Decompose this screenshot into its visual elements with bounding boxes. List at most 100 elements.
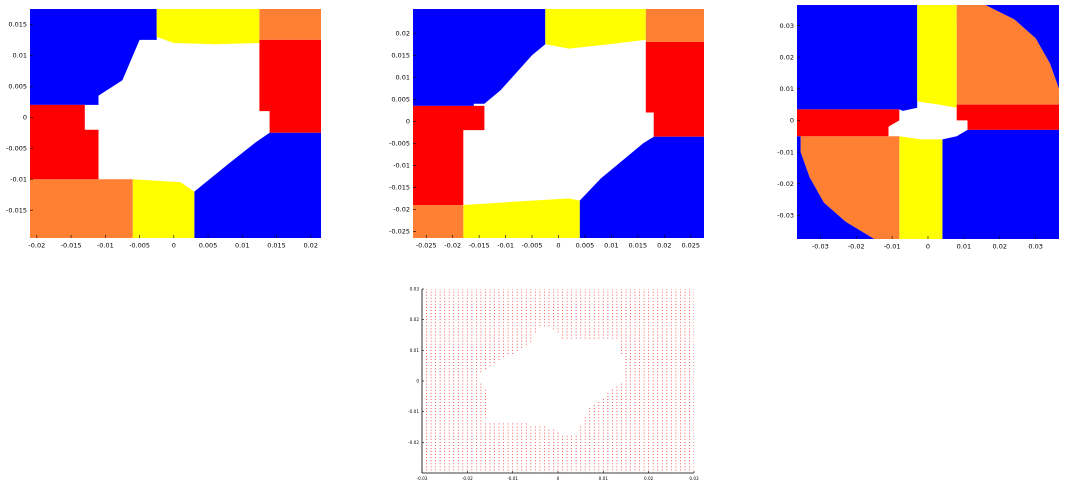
scatter-point-1007 — [498, 359, 500, 360]
scatter-point-2134 — [634, 457, 636, 459]
scatter-point-1765 — [598, 325, 600, 327]
scatter-point-2919 — [689, 294, 690, 296]
scatter-point-1890 — [612, 392, 613, 394]
scatter-point-1623 — [584, 469, 586, 471]
scatter-point-175 — [430, 310, 432, 311]
scatter-point-1062 — [503, 313, 504, 314]
scatter-point-2487 — [657, 310, 659, 311]
scatter-point-2170 — [634, 346, 636, 348]
scatter-point-2695 — [675, 420, 677, 422]
scatter-point-151 — [430, 383, 432, 385]
scatter-point-958 — [494, 441, 495, 443]
scatter-point-1139 — [512, 316, 514, 317]
scatter-point-1517 — [566, 322, 568, 324]
scatter-point-1497 — [562, 291, 563, 293]
scatter-point-2743 — [680, 460, 681, 462]
scatter-point-1567 — [575, 448, 577, 449]
scatter-point-532 — [457, 337, 459, 339]
scatter-point-883 — [485, 353, 486, 354]
scatter-point-814 — [480, 408, 482, 409]
scatter-point-348 — [444, 340, 446, 342]
scatter-point-2618 — [670, 469, 672, 471]
scatter-point-1480 — [562, 438, 563, 440]
scatter-point-299 — [439, 303, 441, 305]
scatter-point-2161 — [634, 374, 636, 376]
scatter-point-146 — [430, 399, 432, 400]
scatter-point-829 — [480, 353, 482, 354]
scatter-point-2138 — [634, 445, 636, 446]
scatter-point-2826 — [684, 392, 686, 394]
scatter-point-1578 — [575, 319, 577, 321]
scatter-point-2634 — [670, 420, 672, 422]
scatter-point-1723 — [593, 328, 595, 330]
scatter-point-2892 — [689, 377, 690, 379]
scatter-point-583 — [462, 368, 464, 370]
scatter-point-129 — [430, 451, 432, 452]
scatter-point-1347 — [539, 307, 541, 308]
scatter-point-1927 — [616, 417, 618, 419]
scatter-point-2410 — [652, 359, 654, 360]
scatter-point-2652 — [670, 365, 672, 367]
scatter-point-2216 — [639, 392, 640, 394]
scatter-point-1990 — [621, 337, 622, 339]
scatter-point-2839 — [684, 353, 686, 354]
scatter-point-2643 — [670, 392, 672, 394]
scatter-point-1324 — [534, 289, 536, 290]
scatter-point-2199 — [639, 445, 640, 446]
scatter-point-1122 — [512, 435, 514, 437]
scatter-point-457 — [453, 380, 455, 382]
scatter-point-316 — [444, 438, 446, 440]
scatter-point-2535 — [661, 349, 663, 351]
scatter-point-1443 — [557, 463, 559, 465]
scatter-point-1288 — [530, 303, 532, 305]
scatter-point-1485 — [562, 328, 563, 330]
scatter-point-563 — [462, 429, 464, 431]
scatter-point-873 — [485, 402, 486, 403]
scatter-point-1893 — [612, 334, 613, 336]
scatter-point-2543 — [661, 325, 663, 327]
scatter-point-894 — [485, 319, 486, 321]
scatter-point-1884 — [612, 411, 613, 413]
scatter-point-306 — [444, 469, 446, 471]
scatter-point-2902 — [689, 346, 690, 348]
scatter-point-2020 — [625, 432, 627, 434]
scatter-point-186 — [435, 463, 436, 465]
scatter-point-1231 — [525, 451, 527, 452]
scatter-point-2427 — [652, 307, 654, 308]
scatter-point-2411 — [652, 356, 654, 357]
scatter-point-1704 — [593, 451, 595, 452]
scatter-point-2139 — [634, 441, 636, 443]
scatter-point-106 — [426, 334, 427, 336]
scatter-point-2581 — [666, 395, 668, 397]
scatter-point-2011 — [625, 460, 627, 462]
scatter-point-1913 — [616, 460, 618, 462]
scatter-point-2315 — [648, 463, 650, 465]
scatter-point-1641 — [584, 337, 586, 339]
scatter-point-1461 — [557, 310, 559, 311]
scatter-point-612 — [466, 466, 468, 468]
scatter-point-1405 — [548, 303, 550, 305]
scatter-point-1063 — [503, 310, 504, 311]
scatter-point-1949 — [616, 303, 618, 305]
scatter-point-2103 — [630, 365, 631, 367]
scatter-point-1687 — [589, 316, 591, 317]
scatter-point-166 — [430, 337, 432, 339]
scatter-point-2046 — [625, 353, 627, 354]
scatter-point-2064 — [625, 297, 627, 299]
scatter-point-407 — [448, 346, 450, 348]
scatter-point-1555 — [571, 297, 572, 299]
scatter-point-2945 — [693, 402, 694, 403]
scatter-point-2477 — [657, 340, 659, 342]
scatter-point-228 — [435, 334, 436, 336]
scatter-point-2063 — [625, 300, 627, 302]
scatter-point-266 — [439, 405, 441, 406]
scatter-point-2384 — [652, 438, 654, 440]
scatter-point-1752 — [598, 426, 600, 428]
scatter-point-1003 — [498, 432, 500, 434]
scatter-point-2174 — [634, 334, 636, 336]
scatter-point-1136 — [512, 325, 514, 327]
scatter-point-1661 — [589, 463, 591, 465]
scatter-point-2406 — [652, 371, 654, 373]
scatter-point-1934 — [616, 395, 618, 397]
scatter-point-691 — [471, 411, 473, 413]
